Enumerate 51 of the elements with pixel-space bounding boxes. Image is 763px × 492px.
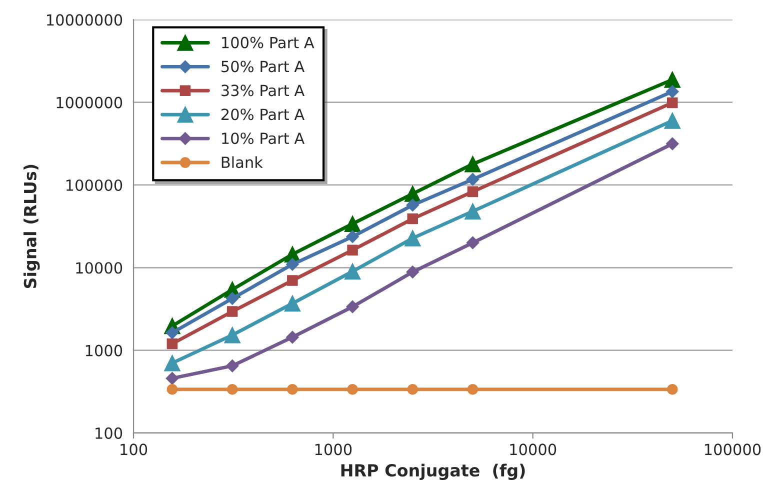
y-tick-label: 10000	[76, 262, 122, 274]
y-tick-label: 100000	[66, 179, 122, 192]
point	[226, 359, 239, 372]
x-tick-label: 100000	[704, 444, 761, 456]
y-tick-label: 10000000	[47, 14, 122, 26]
point	[464, 156, 481, 172]
x-tick-label: 100	[120, 444, 148, 456]
point	[226, 306, 238, 317]
legend-label: 50% Part A	[222, 60, 305, 72]
x-axis-title: HRP Conjugate (fg)	[341, 464, 525, 480]
point	[284, 295, 301, 312]
point	[166, 338, 178, 350]
point	[344, 263, 361, 280]
point	[166, 326, 179, 340]
legend-label: 33% Part A	[222, 84, 305, 96]
point	[286, 330, 299, 344]
point	[226, 384, 238, 395]
point	[346, 230, 359, 244]
legend-label: 20% Part A	[221, 108, 305, 120]
y-tick-label: 1000	[86, 344, 122, 356]
point	[347, 244, 358, 256]
point	[466, 172, 480, 186]
point	[224, 326, 240, 344]
y-tick-label: 1000000	[56, 96, 122, 108]
legend-label: Blank	[222, 156, 263, 168]
point	[346, 300, 359, 314]
point	[406, 198, 420, 212]
point	[347, 384, 358, 395]
point	[344, 216, 361, 232]
point	[466, 236, 480, 250]
point	[406, 266, 420, 278]
point	[287, 384, 298, 395]
point	[464, 203, 481, 220]
point	[164, 354, 180, 372]
point	[404, 186, 421, 202]
point	[467, 186, 478, 198]
x-tick-label: 10000	[510, 444, 556, 456]
point	[226, 292, 239, 305]
y-tick-label: 100	[96, 427, 122, 439]
point	[166, 372, 179, 385]
point	[286, 258, 299, 271]
legend-label: 10% Part A	[222, 132, 305, 144]
point	[287, 275, 298, 286]
point	[407, 384, 418, 395]
point	[407, 213, 418, 224]
legend-label: 100% Part A	[222, 36, 314, 48]
point	[467, 384, 478, 395]
point	[166, 384, 178, 395]
x-tick-label: 1000	[315, 444, 352, 456]
y-axis-title: Signal (RLUs)	[24, 164, 40, 288]
point	[404, 230, 421, 246]
